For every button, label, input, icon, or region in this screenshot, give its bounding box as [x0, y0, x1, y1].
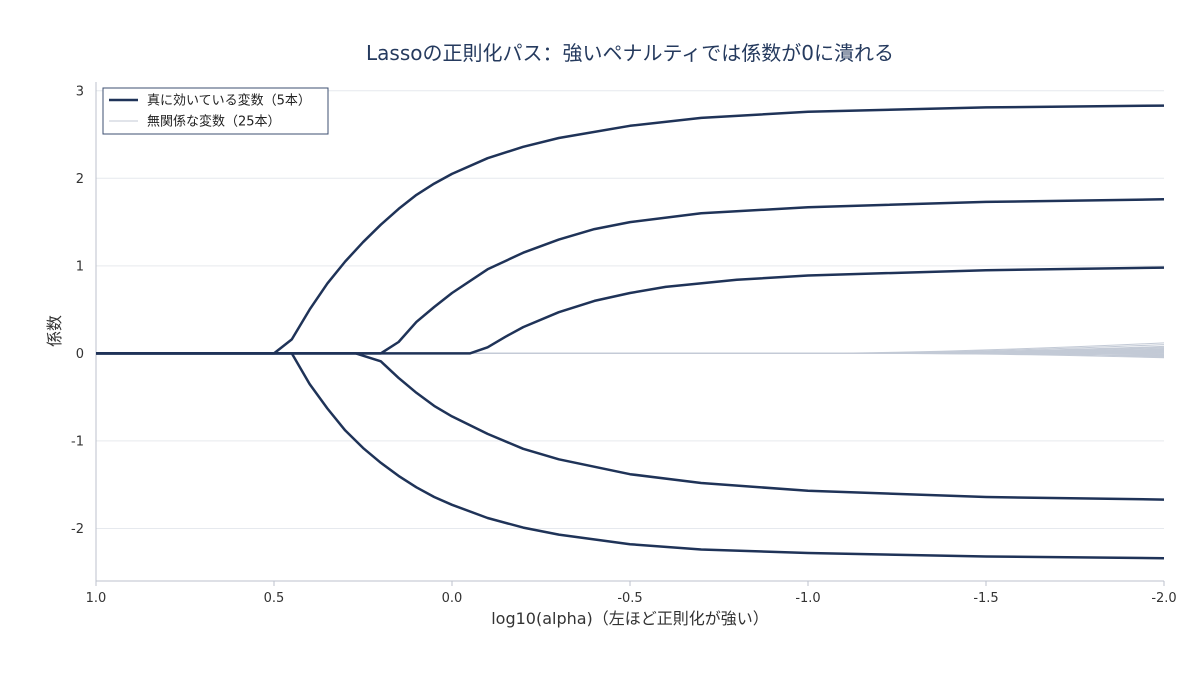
- irrelevant-series-line: [96, 352, 1165, 358]
- true-series-line: [96, 352, 1165, 560]
- x-tick-label: -1.0: [795, 591, 820, 606]
- y-tick-label: -2: [71, 522, 84, 537]
- y-axis-title: 係数: [45, 315, 64, 347]
- x-tick-label: 0.0: [442, 591, 463, 606]
- legend: 真に効いている変数（5本） 無関係な変数（25本）: [102, 87, 329, 135]
- x-tick-label: 0.5: [264, 591, 285, 606]
- true-series-line: [96, 266, 1165, 355]
- true-series-group: [96, 104, 1165, 560]
- x-tick-labels: 1.0 0.5 0.0 -0.5 -1.0 -1.5 -2.0: [86, 581, 1177, 606]
- true-series-line: [96, 352, 1165, 501]
- grid-lines: [96, 90, 1164, 529]
- y-tick-label: 0: [76, 347, 84, 362]
- irrelevant-series-group: [96, 342, 1165, 359]
- true-series-line: [96, 198, 1165, 355]
- chart-title: Lassoの正則化パス：強いペナルティでは係数が0に潰れる: [366, 41, 894, 65]
- legend-box: [102, 87, 329, 135]
- y-tick-label: 3: [76, 84, 84, 99]
- true-series-line: [96, 104, 1165, 355]
- y-tick-label: -1: [71, 434, 84, 449]
- x-tick-label: -0.5: [617, 591, 642, 606]
- x-tick-label: 1.0: [86, 591, 107, 606]
- x-tick-label: -1.5: [973, 591, 998, 606]
- legend-label-true: 真に効いている変数（5本）: [147, 93, 311, 109]
- x-tick-label: -2.0: [1151, 591, 1176, 606]
- x-axis-title: log10(alpha)（左ほど正則化が強い）: [491, 609, 769, 628]
- y-tick-labels: -2 -1 0 1 2 3: [71, 84, 84, 537]
- irrelevant-series-line: [96, 348, 1165, 354]
- y-tick-label: 1: [76, 259, 84, 274]
- legend-label-irrelevant: 無関係な変数（25本）: [147, 114, 281, 130]
- y-tick-label: 2: [76, 172, 84, 187]
- irrelevant-series-line: [96, 352, 1165, 356]
- axes: [95, 82, 1164, 582]
